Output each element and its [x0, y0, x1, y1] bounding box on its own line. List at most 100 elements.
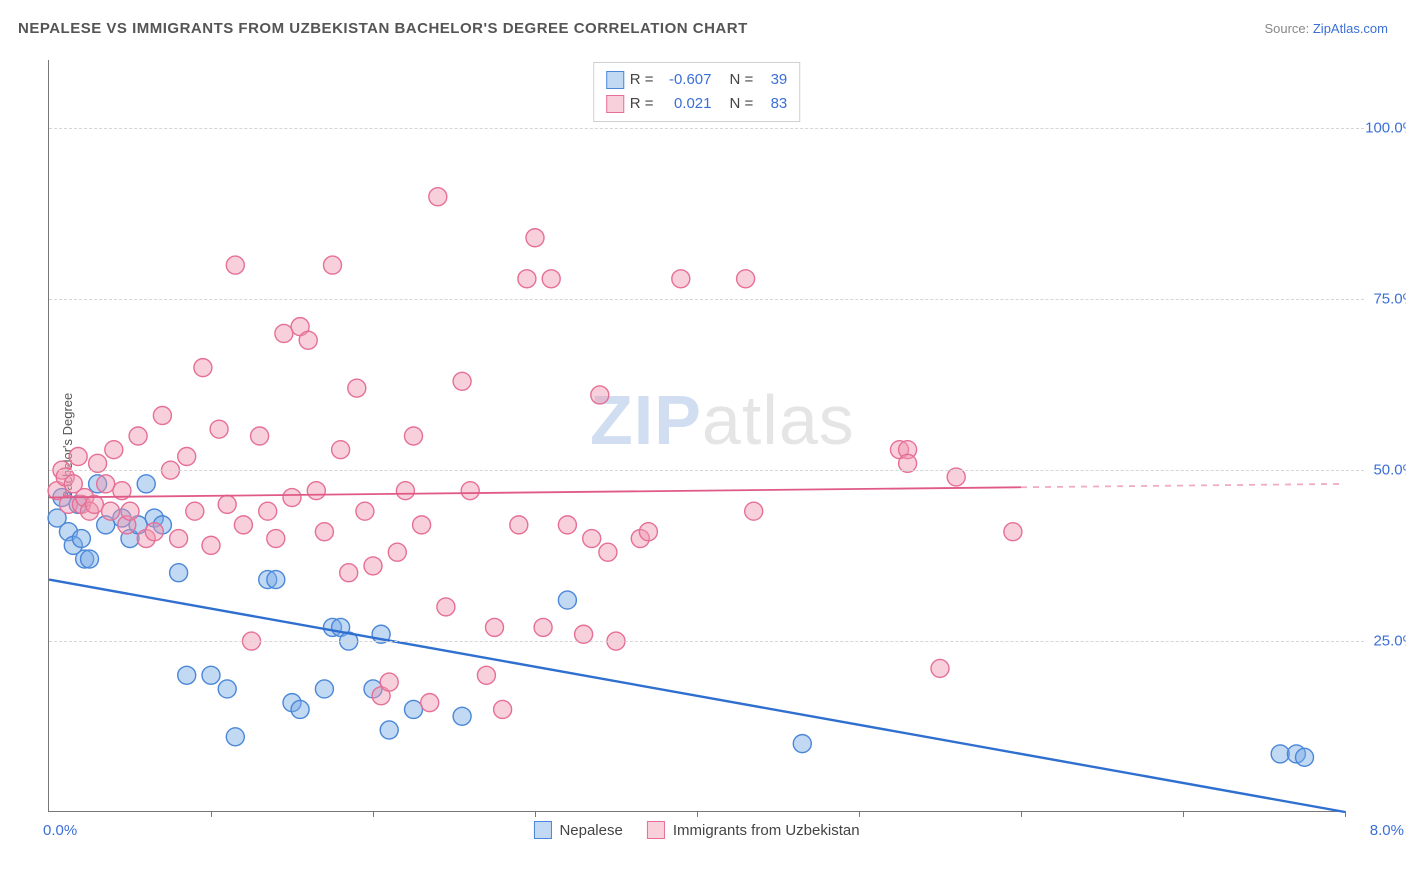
- marker-immigrants-from-uzbekistan: [153, 406, 171, 424]
- marker-immigrants-from-uzbekistan: [259, 502, 277, 520]
- marker-nepalese: [1296, 748, 1314, 766]
- x-tick-mark: [1183, 811, 1184, 817]
- marker-immigrants-from-uzbekistan: [210, 420, 228, 438]
- scatter-svg: [49, 60, 1344, 811]
- swatch-b-icon: [647, 821, 665, 839]
- marker-nepalese: [137, 475, 155, 493]
- x-tick-mark: [373, 811, 374, 817]
- marker-immigrants-from-uzbekistan: [396, 482, 414, 500]
- x-tick-mark: [1021, 811, 1022, 817]
- marker-nepalese: [315, 680, 333, 698]
- marker-immigrants-from-uzbekistan: [307, 482, 325, 500]
- source-attribution: Source: ZipAtlas.com: [1264, 21, 1388, 36]
- marker-immigrants-from-uzbekistan: [121, 502, 139, 520]
- marker-nepalese: [218, 680, 236, 698]
- marker-immigrants-from-uzbekistan: [356, 502, 374, 520]
- marker-nepalese: [81, 550, 99, 568]
- trendline-extrapolated: [1021, 484, 1345, 487]
- legend-item-a: Nepalese: [533, 821, 622, 839]
- marker-immigrants-from-uzbekistan: [283, 489, 301, 507]
- y-tick-label: 75.0%: [1356, 291, 1406, 308]
- marker-immigrants-from-uzbekistan: [526, 229, 544, 247]
- marker-immigrants-from-uzbekistan: [737, 270, 755, 288]
- marker-immigrants-from-uzbekistan: [251, 427, 269, 445]
- marker-immigrants-from-uzbekistan: [380, 673, 398, 691]
- y-tick-label: 50.0%: [1356, 462, 1406, 479]
- marker-immigrants-from-uzbekistan: [102, 502, 120, 520]
- marker-immigrants-from-uzbekistan: [364, 557, 382, 575]
- marker-immigrants-from-uzbekistan: [583, 530, 601, 548]
- marker-immigrants-from-uzbekistan: [599, 543, 617, 561]
- marker-immigrants-from-uzbekistan: [170, 530, 188, 548]
- marker-immigrants-from-uzbekistan: [453, 372, 471, 390]
- marker-nepalese: [226, 728, 244, 746]
- gridline: [49, 128, 1364, 129]
- marker-immigrants-from-uzbekistan: [461, 482, 479, 500]
- marker-immigrants-from-uzbekistan: [405, 427, 423, 445]
- marker-immigrants-from-uzbekistan: [510, 516, 528, 534]
- marker-immigrants-from-uzbekistan: [931, 659, 949, 677]
- legend-row-series-b: R = 0.021 N = 83: [606, 92, 788, 116]
- legend-correlation: R = -0.607 N = 39 R = 0.021 N = 83: [593, 62, 801, 122]
- chart-title: NEPALESE VS IMMIGRANTS FROM UZBEKISTAN B…: [18, 20, 748, 37]
- marker-nepalese: [72, 530, 90, 548]
- marker-immigrants-from-uzbekistan: [639, 523, 657, 541]
- marker-immigrants-from-uzbekistan: [477, 666, 495, 684]
- marker-immigrants-from-uzbekistan: [234, 516, 252, 534]
- swatch-series-a: [606, 71, 624, 89]
- marker-immigrants-from-uzbekistan: [421, 694, 439, 712]
- marker-immigrants-from-uzbekistan: [145, 523, 163, 541]
- marker-nepalese: [178, 666, 196, 684]
- marker-immigrants-from-uzbekistan: [332, 441, 350, 459]
- x-tick-mark: [211, 811, 212, 817]
- marker-immigrants-from-uzbekistan: [315, 523, 333, 541]
- gridline: [49, 470, 1364, 471]
- marker-nepalese: [380, 721, 398, 739]
- marker-nepalese: [291, 700, 309, 718]
- marker-nepalese: [267, 571, 285, 589]
- marker-immigrants-from-uzbekistan: [226, 256, 244, 274]
- marker-immigrants-from-uzbekistan: [591, 386, 609, 404]
- marker-nepalese: [1271, 745, 1289, 763]
- marker-immigrants-from-uzbekistan: [348, 379, 366, 397]
- y-tick-label: 25.0%: [1356, 633, 1406, 650]
- marker-immigrants-from-uzbekistan: [194, 359, 212, 377]
- marker-immigrants-from-uzbekistan: [429, 188, 447, 206]
- marker-immigrants-from-uzbekistan: [388, 543, 406, 561]
- marker-immigrants-from-uzbekistan: [97, 475, 115, 493]
- swatch-a-icon: [533, 821, 551, 839]
- marker-immigrants-from-uzbekistan: [129, 427, 147, 445]
- marker-immigrants-from-uzbekistan: [745, 502, 763, 520]
- x-axis-min-label: 0.0%: [43, 822, 77, 839]
- source-link[interactable]: ZipAtlas.com: [1313, 21, 1388, 36]
- legend-row-series-a: R = -0.607 N = 39: [606, 68, 788, 92]
- x-tick-mark: [1345, 811, 1346, 817]
- marker-nepalese: [202, 666, 220, 684]
- x-axis-max-label: 8.0%: [1370, 822, 1404, 839]
- marker-immigrants-from-uzbekistan: [413, 516, 431, 534]
- gridline: [49, 641, 1364, 642]
- swatch-series-b: [606, 95, 624, 113]
- marker-nepalese: [793, 735, 811, 753]
- marker-immigrants-from-uzbekistan: [340, 564, 358, 582]
- marker-immigrants-from-uzbekistan: [299, 331, 317, 349]
- marker-immigrants-from-uzbekistan: [542, 270, 560, 288]
- marker-immigrants-from-uzbekistan: [186, 502, 204, 520]
- trendline: [49, 487, 1021, 497]
- marker-immigrants-from-uzbekistan: [558, 516, 576, 534]
- marker-immigrants-from-uzbekistan: [324, 256, 342, 274]
- marker-nepalese: [405, 700, 423, 718]
- x-tick-mark: [535, 811, 536, 817]
- marker-immigrants-from-uzbekistan: [267, 530, 285, 548]
- x-tick-mark: [697, 811, 698, 817]
- marker-nepalese: [453, 707, 471, 725]
- marker-immigrants-from-uzbekistan: [1004, 523, 1022, 541]
- marker-immigrants-from-uzbekistan: [437, 598, 455, 616]
- trendline: [49, 580, 1345, 812]
- marker-immigrants-from-uzbekistan: [275, 324, 293, 342]
- marker-immigrants-from-uzbekistan: [69, 448, 87, 466]
- legend-item-b: Immigrants from Uzbekistan: [647, 821, 860, 839]
- marker-immigrants-from-uzbekistan: [494, 700, 512, 718]
- marker-immigrants-from-uzbekistan: [486, 618, 504, 636]
- marker-nepalese: [170, 564, 188, 582]
